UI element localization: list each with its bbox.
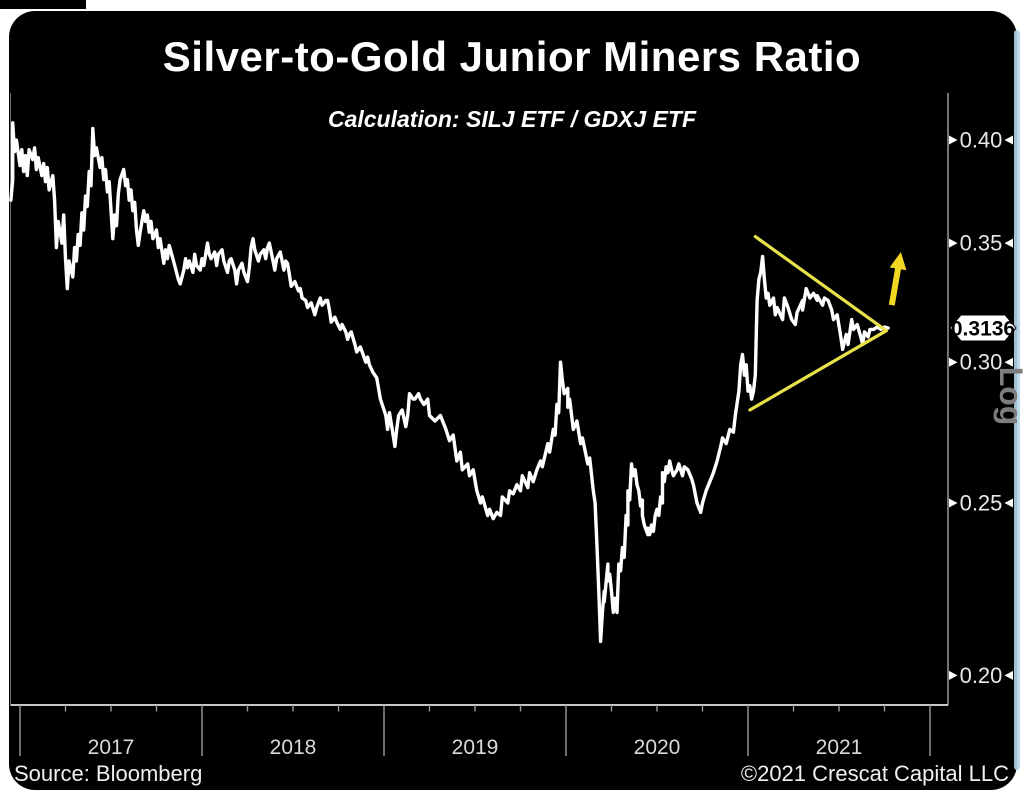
pennant-upper-trendline	[753, 234, 888, 333]
x-axis-year-label: 2020	[634, 736, 681, 759]
y-axis-tick-marker	[949, 135, 958, 145]
last-price-tag	[949, 314, 1017, 342]
y-axis-tick-label: 0.20	[960, 663, 1003, 688]
y-axis-tick-marker	[949, 670, 958, 680]
x-axis-year-label: 2021	[816, 736, 863, 759]
chart-subtitle: Calculation: SILJ ETF / GDXJ ETF	[327, 106, 697, 132]
ratio-line	[9, 121, 890, 644]
y-axis-tick-marker	[1004, 135, 1013, 145]
y-axis-tick-marker	[949, 498, 958, 508]
copyright-credit: ©2021 Crescat Capital LLC	[740, 761, 1009, 786]
card-edge-glow	[1014, 30, 1020, 770]
y-axis-tick-marker	[1004, 670, 1013, 680]
x-axis-year-label: 2018	[270, 736, 317, 759]
last-price-value: 0.3136	[951, 317, 1015, 340]
chart-card	[9, 11, 1017, 790]
breakout-arrow-head	[889, 252, 907, 271]
y-axis-tick-label: 0.35	[960, 231, 1003, 256]
y-axis-tick-marker	[1004, 238, 1013, 248]
y-axis-tick-marker	[1004, 498, 1013, 508]
log-scale-label: Log	[993, 367, 1024, 426]
x-axis-year-label: 2019	[452, 736, 499, 759]
x-axis-year-label: 2017	[88, 736, 135, 759]
window-corner-sliver	[0, 0, 86, 9]
y-axis-tick-marker	[949, 357, 958, 367]
pennant-lower-trendline	[748, 329, 888, 412]
breakout-arrow-shaft	[888, 265, 902, 306]
y-axis-tick-marker	[949, 238, 958, 248]
y-axis-tick-label: 0.25	[960, 491, 1003, 516]
y-axis-tick-label: 0.30	[960, 350, 1003, 375]
y-axis-tick-marker	[1004, 357, 1013, 367]
source-credit: Source: Bloomberg	[14, 761, 203, 786]
y-axis-tick-label: 0.40	[960, 128, 1003, 153]
chart-title: Silver-to-Gold Junior Miners Ratio	[162, 33, 862, 80]
